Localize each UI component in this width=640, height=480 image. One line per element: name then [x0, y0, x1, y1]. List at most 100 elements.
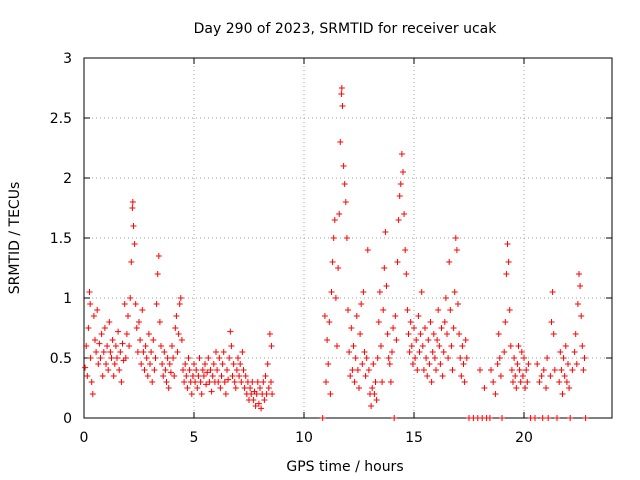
data-point — [372, 379, 379, 385]
data-point — [360, 289, 367, 295]
data-point — [379, 379, 386, 385]
data-point — [348, 325, 355, 331]
data-point — [89, 391, 96, 397]
data-point — [352, 355, 359, 361]
data-point — [139, 307, 146, 313]
data-point — [194, 385, 201, 391]
data-point — [110, 373, 117, 379]
data-point — [158, 343, 164, 349]
data-point — [141, 367, 148, 373]
data-point — [554, 415, 560, 421]
data-point — [561, 373, 568, 379]
data-point — [550, 331, 557, 337]
data-point — [381, 265, 388, 271]
data-point — [195, 373, 202, 379]
data-point — [96, 340, 103, 347]
data-point — [205, 355, 212, 361]
data-point — [417, 331, 424, 337]
data-point — [373, 397, 380, 403]
data-point — [159, 361, 166, 367]
data-point — [406, 349, 413, 355]
data-point — [347, 373, 354, 379]
data-point — [353, 313, 360, 319]
data-point — [418, 289, 425, 295]
data-point — [330, 235, 337, 241]
data-point — [241, 385, 248, 391]
data-point — [203, 381, 210, 388]
data-point — [252, 403, 259, 409]
data-point — [265, 385, 272, 391]
data-point — [242, 373, 249, 379]
data-point — [573, 361, 580, 367]
data-point — [339, 103, 346, 109]
data-point — [323, 379, 329, 385]
data-point — [496, 355, 503, 361]
data-point — [396, 193, 403, 199]
data-point — [269, 391, 276, 397]
data-point — [458, 373, 465, 379]
data-point — [430, 331, 437, 337]
data-point — [231, 379, 238, 385]
data-point — [557, 349, 564, 355]
data-point — [462, 337, 469, 343]
data-point — [248, 391, 255, 397]
data-point — [580, 367, 587, 373]
data-point — [235, 355, 241, 361]
data-point — [240, 367, 247, 373]
data-point — [324, 337, 331, 343]
data-point — [346, 349, 353, 355]
data-point — [218, 373, 225, 379]
data-point — [114, 355, 120, 361]
data-point — [174, 349, 181, 355]
data-point — [147, 361, 153, 367]
data-point — [106, 319, 113, 325]
data-point — [429, 349, 436, 355]
data-point — [459, 343, 466, 349]
data-point — [325, 361, 332, 367]
data-point — [431, 355, 438, 361]
data-point — [193, 367, 200, 373]
data-point — [519, 373, 526, 379]
chart-title: Day 290 of 2023, SRMTID for receiver uca… — [194, 21, 498, 37]
data-point — [525, 361, 532, 367]
data-point — [445, 355, 452, 361]
data-point — [149, 379, 156, 385]
data-point — [180, 367, 186, 373]
data-point — [230, 361, 237, 367]
data-point — [444, 331, 450, 337]
grid-lines — [84, 58, 612, 418]
data-point — [122, 355, 129, 361]
data-point — [549, 289, 556, 295]
data-point — [365, 367, 372, 373]
data-point — [512, 373, 519, 379]
data-point — [260, 379, 267, 385]
data-point — [436, 343, 443, 349]
data-point — [345, 307, 351, 313]
data-point — [189, 373, 196, 379]
data-point — [563, 379, 570, 385]
data-point — [540, 367, 547, 373]
data-point — [460, 361, 467, 367]
data-point — [402, 247, 409, 253]
data-point — [569, 367, 576, 373]
data-point — [382, 229, 389, 235]
data-point — [574, 301, 581, 307]
data-point — [134, 349, 141, 355]
data-point — [93, 349, 100, 355]
data-point — [216, 355, 223, 361]
data-point — [207, 367, 214, 373]
data-point — [453, 247, 460, 253]
data-point — [342, 199, 349, 205]
y-tick-label: 1 — [63, 291, 72, 307]
data-point — [177, 295, 184, 301]
data-point — [515, 343, 522, 349]
data-point — [492, 391, 499, 397]
data-point — [92, 337, 98, 343]
data-point — [262, 373, 269, 379]
data-point — [437, 361, 444, 367]
data-point — [125, 313, 131, 319]
data-point — [167, 369, 174, 376]
data-point — [88, 379, 95, 385]
data-point — [423, 355, 430, 361]
data-point — [238, 379, 245, 385]
